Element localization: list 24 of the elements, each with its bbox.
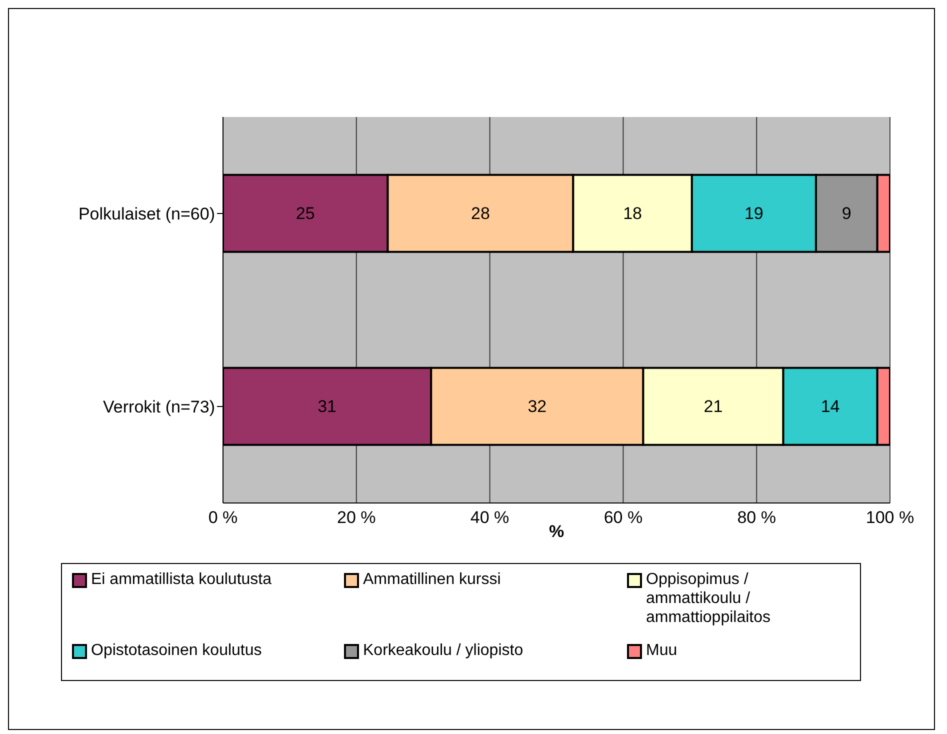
data-label: 25 bbox=[296, 204, 315, 223]
legend-label: Korkeakoulu / yliopisto bbox=[363, 641, 524, 660]
data-label: 19 bbox=[744, 204, 764, 223]
legend-label: Muu bbox=[646, 641, 678, 660]
data-label: 18 bbox=[623, 204, 642, 223]
data-label: 21 bbox=[704, 396, 723, 416]
legend-label: Opistotasoinen koulutus bbox=[91, 641, 262, 660]
data-label: 14 bbox=[820, 396, 840, 416]
x-tick-label: 20 % bbox=[337, 508, 376, 528]
x-axis-title: % bbox=[548, 522, 564, 541]
x-tick-label: 40 % bbox=[470, 508, 510, 528]
x-tick-label: 80 % bbox=[737, 508, 776, 528]
x-tick-label: 100 % bbox=[866, 508, 914, 528]
data-label: 28 bbox=[471, 204, 490, 223]
legend-label: Ei ammatillista koulutusta bbox=[91, 570, 272, 589]
y-tick-label: Verrokit (n=73) bbox=[103, 398, 215, 417]
data-label: 32 bbox=[528, 396, 547, 416]
x-tick-label: 60 % bbox=[604, 508, 643, 528]
legend-label: Oppisopimus / ammattikoulu / ammattioppilaitos bbox=[646, 570, 772, 627]
data-label: 9 bbox=[842, 204, 852, 223]
data-label: 31 bbox=[318, 396, 337, 416]
y-tick-label: Polkulaiset (n=60) bbox=[78, 204, 215, 224]
x-tick-label: 0 % bbox=[208, 508, 238, 528]
legend-label: Ammatillinen kurssi bbox=[363, 570, 501, 589]
